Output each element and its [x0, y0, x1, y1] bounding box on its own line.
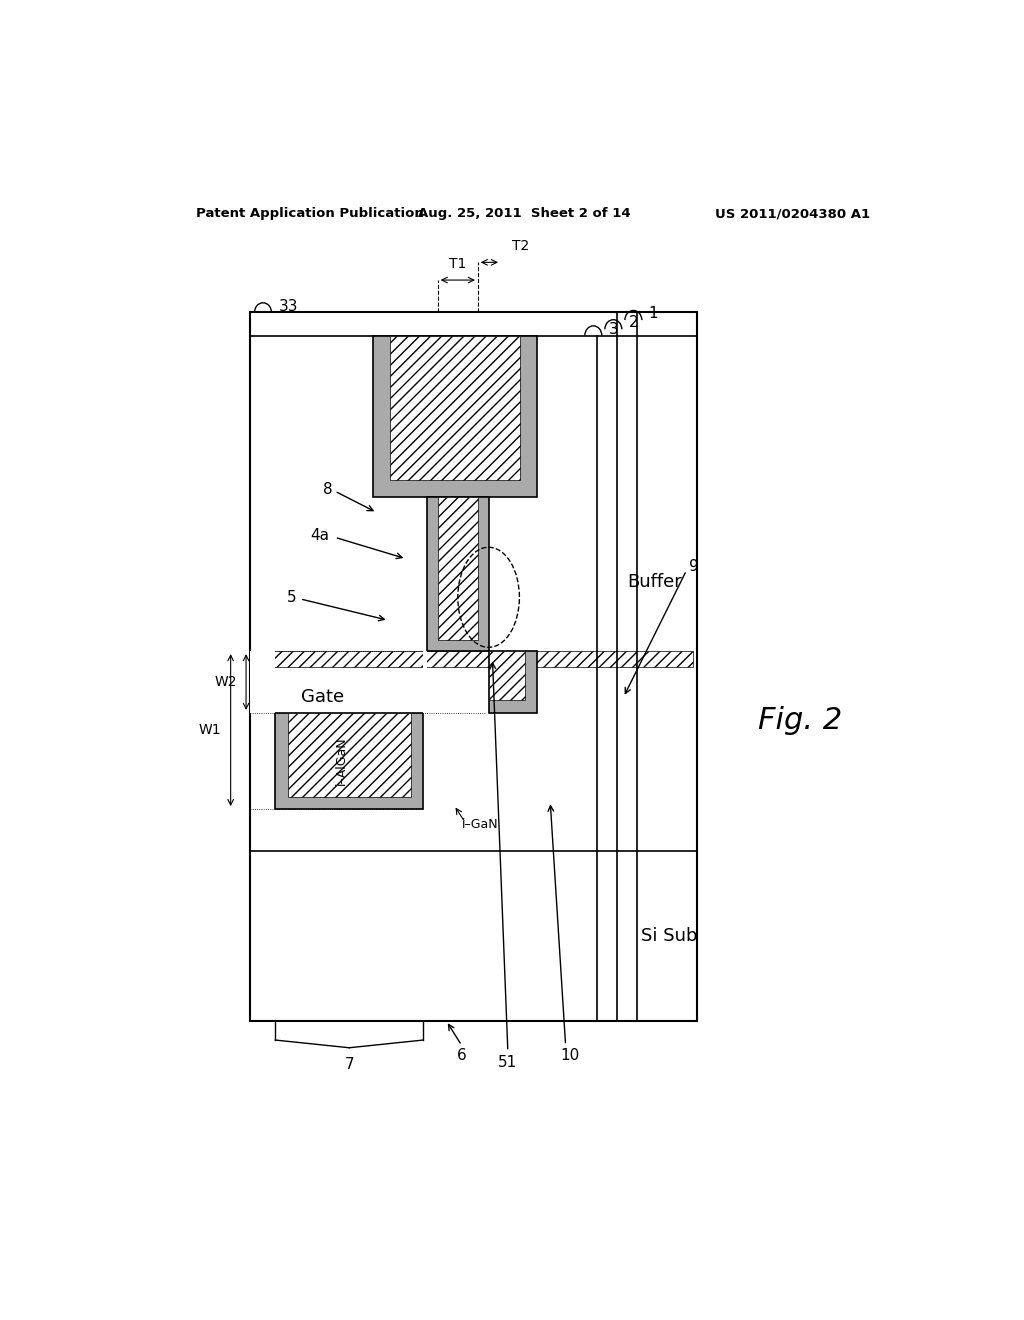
- Bar: [390, 335, 520, 480]
- Text: i–AlGaN: i–AlGaN: [335, 737, 348, 785]
- Text: W1: W1: [199, 723, 221, 737]
- Text: 3: 3: [608, 322, 618, 337]
- Text: 2: 2: [629, 315, 638, 330]
- Text: Aug. 25, 2011  Sheet 2 of 14: Aug. 25, 2011 Sheet 2 of 14: [419, 207, 631, 220]
- Text: 1: 1: [649, 306, 658, 321]
- Text: 33: 33: [279, 298, 298, 314]
- Text: Patent Application Publication: Patent Application Publication: [196, 207, 424, 220]
- Text: T1: T1: [450, 257, 467, 271]
- Bar: [373, 335, 538, 498]
- Text: T2: T2: [512, 239, 529, 253]
- Bar: [438, 498, 478, 640]
- Text: 9: 9: [689, 558, 698, 574]
- Bar: [275, 713, 423, 809]
- Text: Buffer: Buffer: [627, 573, 682, 591]
- Bar: [250, 313, 696, 1020]
- Bar: [254, 651, 692, 667]
- Text: 8: 8: [323, 482, 333, 498]
- Text: Fig. 2: Fig. 2: [759, 706, 843, 735]
- Text: 5: 5: [287, 590, 296, 605]
- Bar: [250, 651, 275, 713]
- Text: i–GaN: i–GaN: [462, 818, 499, 832]
- Text: 10: 10: [560, 1048, 580, 1063]
- Bar: [488, 651, 538, 713]
- Text: Si Sub: Si Sub: [641, 927, 697, 945]
- Text: 6: 6: [457, 1048, 467, 1063]
- Bar: [423, 651, 427, 713]
- Bar: [427, 498, 488, 651]
- Bar: [288, 713, 411, 797]
- Text: US 2011/0204380 A1: US 2011/0204380 A1: [715, 207, 869, 220]
- Text: 4a: 4a: [310, 528, 330, 544]
- Text: W2: W2: [214, 675, 237, 689]
- Text: 7: 7: [344, 1057, 354, 1072]
- Text: 51: 51: [499, 1056, 517, 1071]
- Text: Gate: Gate: [301, 689, 345, 706]
- Bar: [488, 651, 524, 701]
